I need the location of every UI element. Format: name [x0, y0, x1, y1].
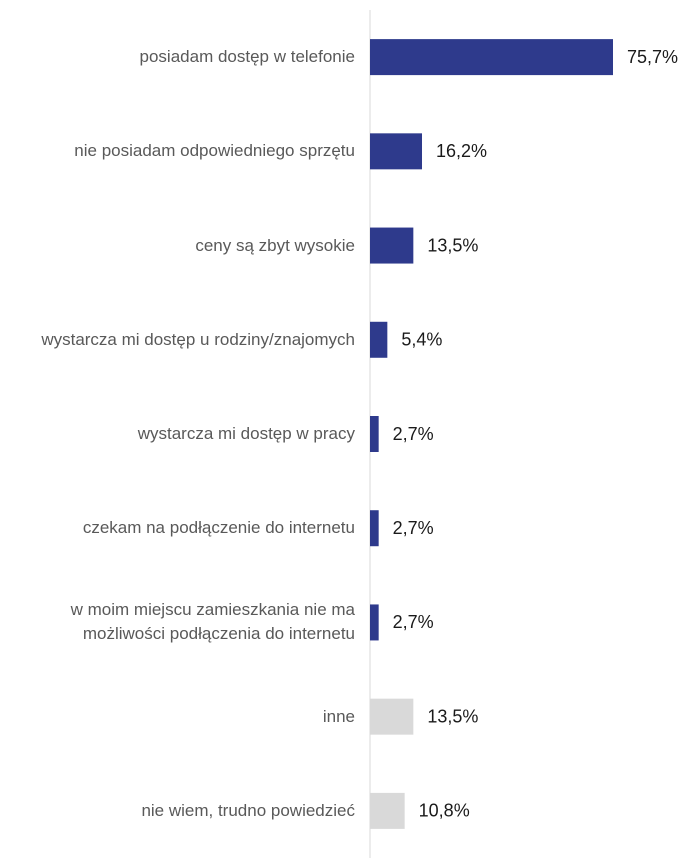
- value-label: 2,7%: [393, 612, 434, 632]
- value-label: 2,7%: [393, 424, 434, 444]
- value-label: 13,5%: [427, 235, 478, 255]
- value-label: 75,7%: [627, 47, 678, 67]
- category-label: ceny są zbyt wysokie: [195, 235, 355, 255]
- value-label: 16,2%: [436, 141, 487, 161]
- value-label: 5,4%: [401, 330, 442, 350]
- bar: [370, 227, 414, 264]
- category-label: posiadam dostęp w telefonie: [139, 47, 355, 67]
- bar: [370, 416, 379, 452]
- category-label: w moim miejscu zamieszkania nie ma możli…: [70, 600, 355, 644]
- bar: [370, 792, 405, 829]
- bar: [370, 510, 379, 547]
- category-label: nie posiadam odpowiedniego sprzętu: [74, 141, 355, 161]
- bar: [370, 604, 379, 641]
- category-label: nie wiem, trudno powiedzieć: [141, 800, 355, 820]
- bar: [370, 39, 613, 76]
- category-label: czekam na podłączenie do internetu: [82, 518, 355, 538]
- category-label: wystarcza mi dostęp w pracy: [137, 424, 355, 443]
- value-label: 13,5%: [427, 706, 478, 726]
- value-label: 2,7%: [393, 518, 434, 538]
- category-label: inne: [322, 706, 355, 726]
- bar: [370, 133, 423, 170]
- bar: [370, 321, 388, 358]
- value-label: 10,8%: [419, 801, 470, 821]
- category-label: wystarcza mi dostęp u rodziny/znajomych: [41, 329, 355, 349]
- bar: [370, 698, 414, 735]
